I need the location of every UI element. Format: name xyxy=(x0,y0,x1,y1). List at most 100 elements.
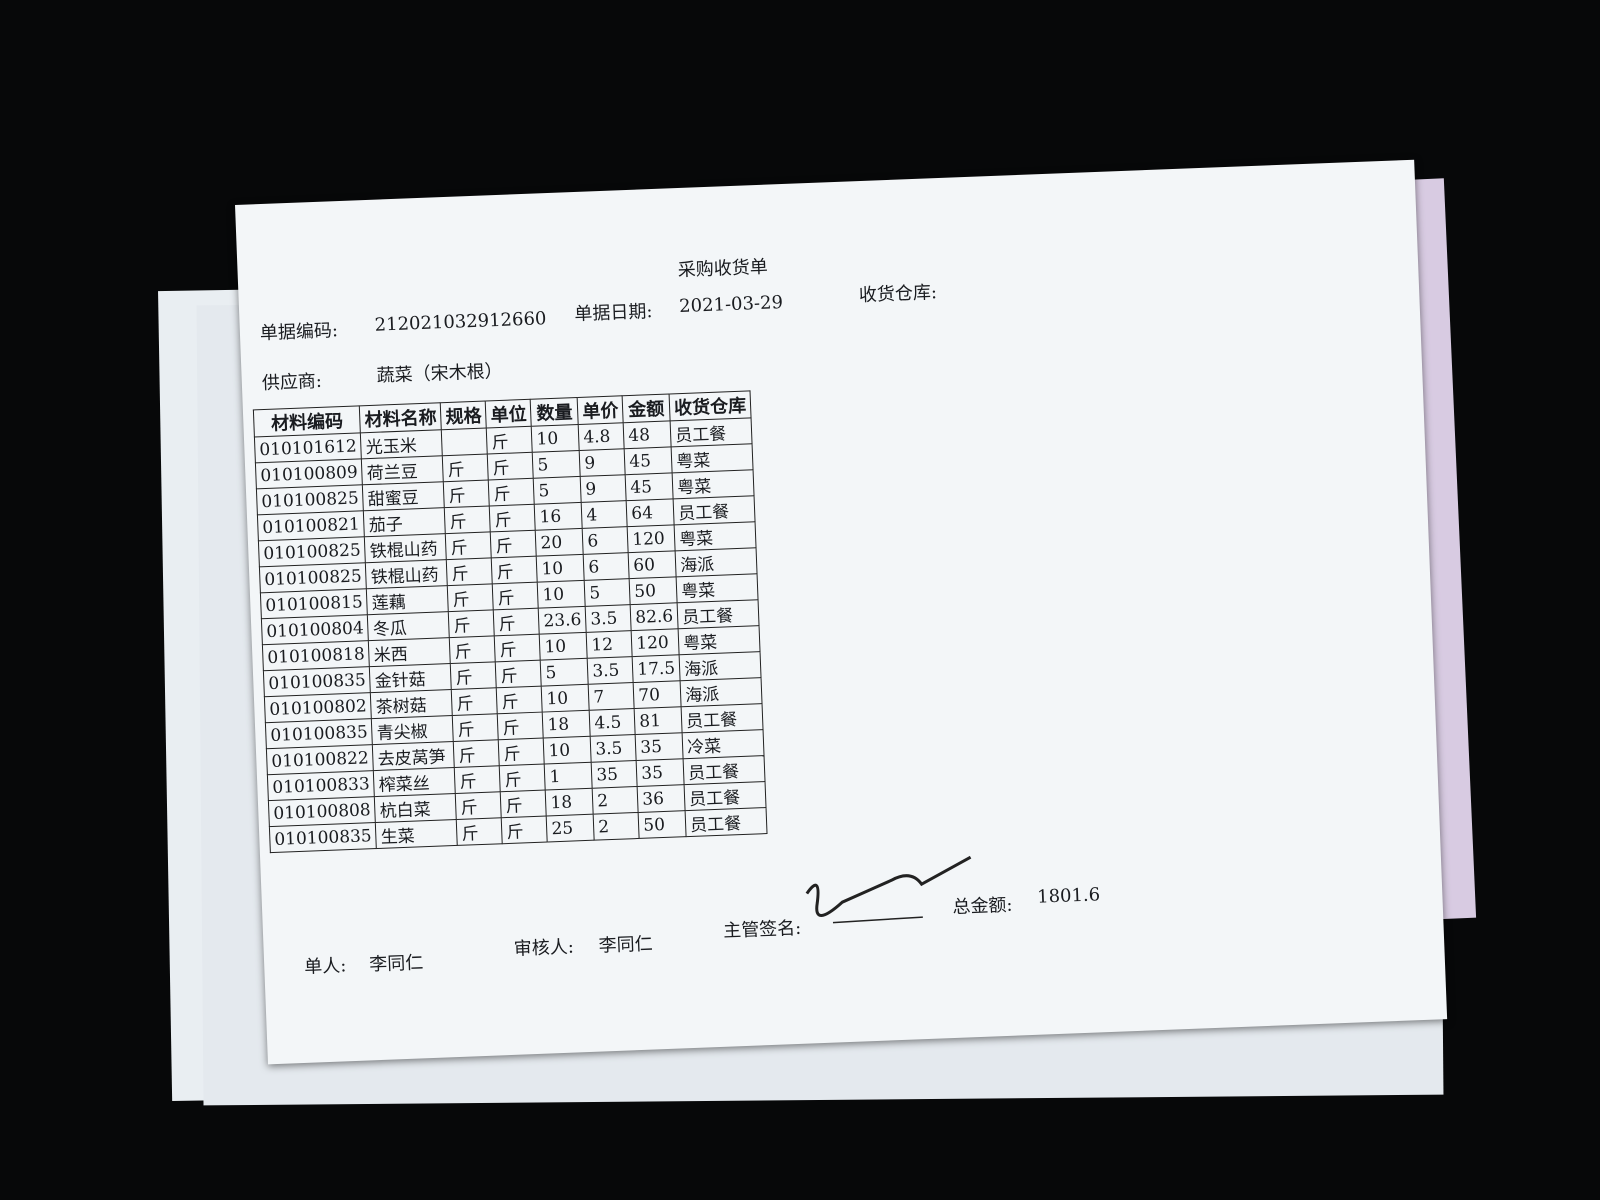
cell: 010100833 xyxy=(267,770,375,801)
cell: 7 xyxy=(588,682,635,711)
cell: 杭白菜 xyxy=(374,793,457,823)
cell: 员工餐 xyxy=(685,807,768,837)
cell: 70 xyxy=(633,680,682,709)
cell: 斤 xyxy=(445,531,492,560)
cell: 斤 xyxy=(443,479,490,508)
cell: 粤菜 xyxy=(678,625,761,655)
cell: 50 xyxy=(629,576,678,605)
cell: 010100821 xyxy=(257,510,365,541)
cell: 冬瓜 xyxy=(367,611,450,641)
cell: 5 xyxy=(533,476,582,505)
cell: 010100835 xyxy=(265,718,373,749)
cell: 生菜 xyxy=(375,819,458,849)
cell: 斤 xyxy=(486,426,533,454)
cell: 冷菜 xyxy=(682,729,765,759)
cell: 去皮莴笋 xyxy=(372,741,455,771)
column-header: 单位 xyxy=(485,399,532,429)
label: 总金额: xyxy=(952,894,1013,918)
cell: 120 xyxy=(627,524,676,553)
cell: 12 xyxy=(586,630,633,659)
total: 1801.6 xyxy=(1036,884,1101,908)
maker: 李同仁 xyxy=(368,952,424,976)
cell: 2 xyxy=(593,812,640,841)
cell: 010100804 xyxy=(261,614,369,645)
cell: 粤菜 xyxy=(672,469,755,499)
cell: 010100825 xyxy=(259,562,367,593)
cell: 斤 xyxy=(493,608,540,636)
cell: 4 xyxy=(581,500,628,529)
cell: 莲藕 xyxy=(366,585,449,615)
cell: 金针菇 xyxy=(369,663,452,693)
cell: 10 xyxy=(539,632,588,661)
cell xyxy=(441,428,488,456)
cell: 45 xyxy=(625,472,674,501)
cell: 010100825 xyxy=(256,484,364,515)
cell: 2 xyxy=(592,786,639,815)
cell: 10 xyxy=(531,424,580,453)
cell: 荷兰豆 xyxy=(361,455,444,485)
label: 审核人: xyxy=(513,936,575,960)
cell: 4.5 xyxy=(589,708,636,737)
cell: 10 xyxy=(537,580,586,609)
label: 主管签名: xyxy=(722,917,802,942)
cell: 米西 xyxy=(368,637,451,667)
cell: 斤 xyxy=(490,530,537,558)
cell: 3.5 xyxy=(590,734,637,763)
doc-date: 2021-03-29 xyxy=(678,292,784,318)
receipt-paper: 采购收货单 单据编码: 212021032912660 单据日期: 2021-0… xyxy=(235,159,1448,1065)
cell: 斤 xyxy=(488,478,535,506)
label: 收货仓库: xyxy=(858,282,938,307)
cell: 榨菜丝 xyxy=(373,767,456,797)
cell: 铁棍山药 xyxy=(365,559,448,589)
cell: 36 xyxy=(637,784,686,813)
label: 供应商: xyxy=(261,370,323,395)
cell: 斤 xyxy=(452,713,499,742)
cell: 海派 xyxy=(679,651,762,681)
cell: 斤 xyxy=(450,661,497,690)
label: 单据日期: xyxy=(574,301,653,326)
cell: 海派 xyxy=(675,547,758,577)
cell: 010100802 xyxy=(264,692,372,723)
column-header: 材料名称 xyxy=(359,402,442,433)
items-table: 材料编码 材料名称 规格 单位 数量 单价 金额 收货仓库 010101612 光玉米斤 10 4.8… xyxy=(253,390,768,853)
cell: 斤 xyxy=(495,660,542,688)
cell: 18 xyxy=(545,788,594,816)
cell: 9 xyxy=(580,474,627,503)
cell: 斤 xyxy=(446,557,493,586)
cell: 斤 xyxy=(487,452,534,480)
column-header: 规格 xyxy=(440,401,487,430)
cell: 010100815 xyxy=(260,588,368,619)
signature xyxy=(805,855,972,924)
cell: 5 xyxy=(540,658,589,687)
cell: 茶树菇 xyxy=(370,689,453,719)
cell: 10 xyxy=(543,736,592,765)
column-header: 数量 xyxy=(530,397,579,427)
cell: 5 xyxy=(584,578,631,607)
cell: 甜蜜豆 xyxy=(362,481,445,511)
cell: 斤 xyxy=(449,635,496,664)
cell: 10 xyxy=(541,684,590,713)
cell: 斤 xyxy=(501,815,548,844)
label: 单人: xyxy=(303,955,347,978)
cell: 010100825 xyxy=(258,536,366,567)
supplier: 蔬菜（宋木根） xyxy=(376,360,503,387)
cell: 斤 xyxy=(500,790,547,818)
cell: 82.6 xyxy=(630,602,679,631)
cell: 斤 xyxy=(455,791,502,820)
cell: 010101612 xyxy=(254,432,362,463)
cell: 斤 xyxy=(448,609,495,638)
column-header: 收货仓库 xyxy=(669,390,752,421)
cell: 25 xyxy=(546,814,595,842)
column-header: 材料编码 xyxy=(253,405,361,437)
cell: 010100818 xyxy=(262,640,370,671)
cell: 斤 xyxy=(497,712,544,740)
cell: 斤 xyxy=(454,765,501,794)
cell: 斤 xyxy=(444,505,491,534)
doc-no: 212021032912660 xyxy=(374,308,547,336)
cell: 81 xyxy=(634,706,683,735)
cell: 粤菜 xyxy=(674,521,757,551)
cell: 35 xyxy=(635,732,684,761)
cell: 23.6 xyxy=(538,606,587,635)
cell: 60 xyxy=(628,550,677,579)
cell: 64 xyxy=(626,498,675,527)
